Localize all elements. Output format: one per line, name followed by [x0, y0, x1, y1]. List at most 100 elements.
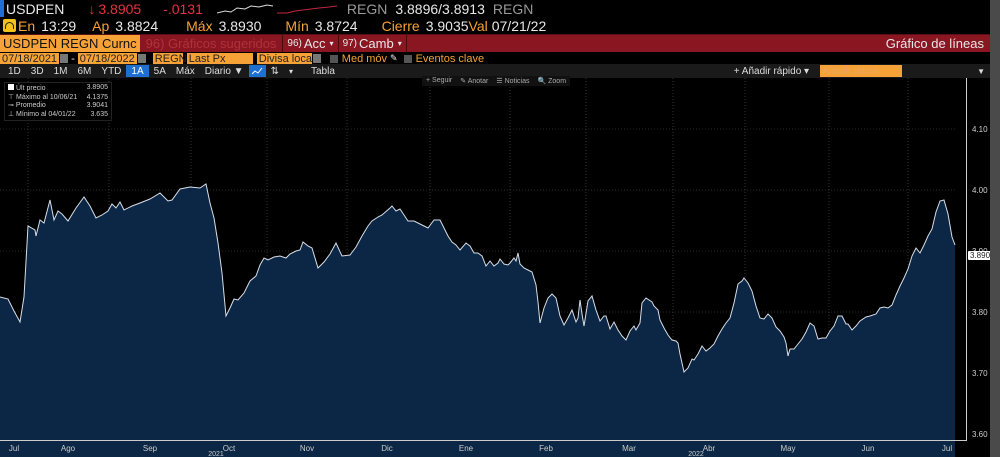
actions-menu[interactable]: 96) Acc ▾: [287, 36, 333, 51]
x-tick-jul-2022: Jul: [941, 444, 953, 453]
y-axis-line: [966, 78, 967, 440]
legend-swatch: [8, 84, 14, 90]
pencil-icon[interactable]: ✎: [390, 53, 398, 63]
zoom-button[interactable]: 🔍 Zoom: [537, 78, 567, 85]
period-1d[interactable]: 1D: [8, 65, 21, 77]
bid-ask-source: REGN: [346, 0, 388, 17]
year-label-2021: 2021: [208, 451, 224, 457]
price-line: [0, 183, 956, 373]
caret-down-icon: ▾: [329, 39, 334, 48]
x-tick-ago: Ago: [60, 444, 76, 453]
currency-select[interactable]: Divisa local: [256, 52, 315, 65]
legend-min-label: Mínimo al 04/01/22: [16, 110, 76, 118]
moving-average-checkbox[interactable]: [329, 54, 338, 63]
period-max[interactable]: Máx: [175, 65, 195, 77]
calendar-icon[interactable]: [60, 54, 69, 63]
high-label: Máx: [186, 17, 213, 34]
chart-type-dropdown-icon[interactable]: ▾: [288, 66, 293, 76]
last-price: 3.8905: [98, 0, 142, 17]
add-data-input[interactable]: Añadir datos: [820, 65, 903, 77]
key-events-checkbox[interactable]: [403, 54, 412, 63]
chart-legend[interactable]: Últ precio 3.8905 ⊤ Máximo al 10/06/21 4.1…: [4, 82, 112, 121]
period-ytd[interactable]: YTD: [101, 65, 122, 77]
divider: [337, 35, 339, 52]
time-label: En: [18, 17, 36, 34]
collapse-icon[interactable]: ▼: [977, 66, 985, 76]
last-value-tag: 3.8905: [968, 251, 997, 260]
y-tick-370: 3.70: [972, 369, 988, 378]
line-chart-icon[interactable]: [248, 65, 266, 77]
moving-average-label: Med móv: [341, 52, 388, 65]
x-tick-abr: Abr: [702, 444, 716, 453]
end-date-input[interactable]: 07/18/2022: [77, 52, 137, 65]
quote-stats: En 13:29 Ap 3.8824 Máx 3.8930 Mín 3.8724…: [0, 17, 990, 35]
low-value: 3.8724: [314, 17, 358, 34]
calendar-icon[interactable]: [137, 54, 146, 63]
legend-max-label: Máximo al 10/06/21: [16, 93, 78, 101]
legend-avg-label: Promedio: [15, 102, 46, 109]
security-field[interactable]: USDPEN REGN Curnc: [0, 35, 140, 52]
time-value: 13:29: [41, 17, 77, 34]
period-1m[interactable]: 1M: [53, 65, 68, 77]
x-tick-ene: Ene: [458, 444, 474, 453]
quick-add-button[interactable]: + Añadir rápido ▾: [733, 65, 810, 77]
currency-dropdown-icon[interactable]: [312, 54, 321, 63]
chart-type-title: Gráfico de líneas: [885, 36, 984, 51]
y-tick-360: 3.60: [972, 430, 988, 439]
high-value: 3.8930: [218, 17, 262, 34]
price-chart[interactable]: [0, 78, 990, 457]
bid-ask: 3.8896/3.8913: [395, 0, 485, 17]
annotate-button[interactable]: ✎ Anotar: [460, 78, 489, 85]
min-icon: ⊥: [8, 110, 17, 118]
close-value: 3.9035: [425, 17, 469, 34]
legend-min-value: 3.635: [90, 110, 108, 118]
y-tick-410: 4.10: [972, 125, 988, 134]
chart-settings-bar: 07/18/2021 - 07/18/2022 REGN Last Px Div…: [0, 52, 990, 65]
change-menu[interactable]: 97) Camb ▾: [343, 36, 402, 51]
x-tick-jul-2021: Jul: [8, 444, 20, 453]
active-panel-indicator: [0, 0, 4, 17]
follow-button[interactable]: + Seguir: [426, 77, 453, 84]
period-6m[interactable]: 6M: [77, 65, 92, 77]
source-input[interactable]: REGN: [152, 52, 187, 65]
period-3d[interactable]: 3D: [30, 65, 44, 77]
gauge-icon: [3, 19, 16, 32]
frequency-select[interactable]: Diario ▼: [204, 65, 244, 77]
news-button[interactable]: ☰ Noticias: [496, 78, 530, 85]
actions-number: 96): [287, 38, 302, 49]
x-axis-line: [0, 440, 967, 441]
x-tick-oct: Oct: [222, 444, 236, 453]
legend-max-value: 4.1375: [86, 93, 108, 101]
open-label: Ap: [92, 17, 110, 34]
ticker: USDPEN: [6, 0, 65, 17]
open-value: 3.8824: [115, 17, 159, 34]
date-dash: -: [71, 52, 75, 65]
table-button[interactable]: Tabla: [310, 65, 335, 77]
average-icon: ⊸: [8, 102, 16, 109]
candlestick-icon[interactable]: ⇅: [270, 65, 279, 77]
divider: [405, 35, 407, 52]
change-number: 97): [342, 38, 358, 49]
price-change: -.0131: [163, 0, 203, 17]
max-icon: ⊤: [8, 93, 17, 101]
field-input[interactable]: Last Px: [186, 52, 253, 65]
x-tick-dic: Dic: [381, 444, 393, 453]
low-label: Mín: [285, 17, 309, 34]
x-tick-feb: Feb: [539, 444, 553, 453]
y-tick-400: 4.00: [972, 186, 988, 195]
start-date-input[interactable]: 07/18/2021: [0, 52, 60, 65]
caret-down-icon: ▾: [397, 39, 402, 48]
year-label-2022: 2022: [688, 451, 704, 457]
price-area: [0, 184, 955, 457]
period-5a[interactable]: 5A: [153, 65, 166, 77]
down-arrow-icon: ↓: [88, 0, 96, 17]
legend-last-value: 3.8905: [86, 84, 108, 91]
suggested-charts-button[interactable]: 96) Gráficos sugeridos: [145, 36, 277, 51]
bid-ask-source-2: REGN: [492, 0, 534, 17]
quote-header: USDPEN ↓ 3.8905 -.0131 REGN 3.8896/3.891…: [0, 0, 990, 17]
period-1a[interactable]: 1A: [126, 65, 149, 77]
vertical-scrollbar[interactable]: [990, 0, 1000, 457]
intraday-sparkline-icon: [216, 3, 337, 13]
legend-avg-value: 3.9041: [86, 102, 108, 109]
x-tick-sep: Sep: [142, 444, 158, 453]
